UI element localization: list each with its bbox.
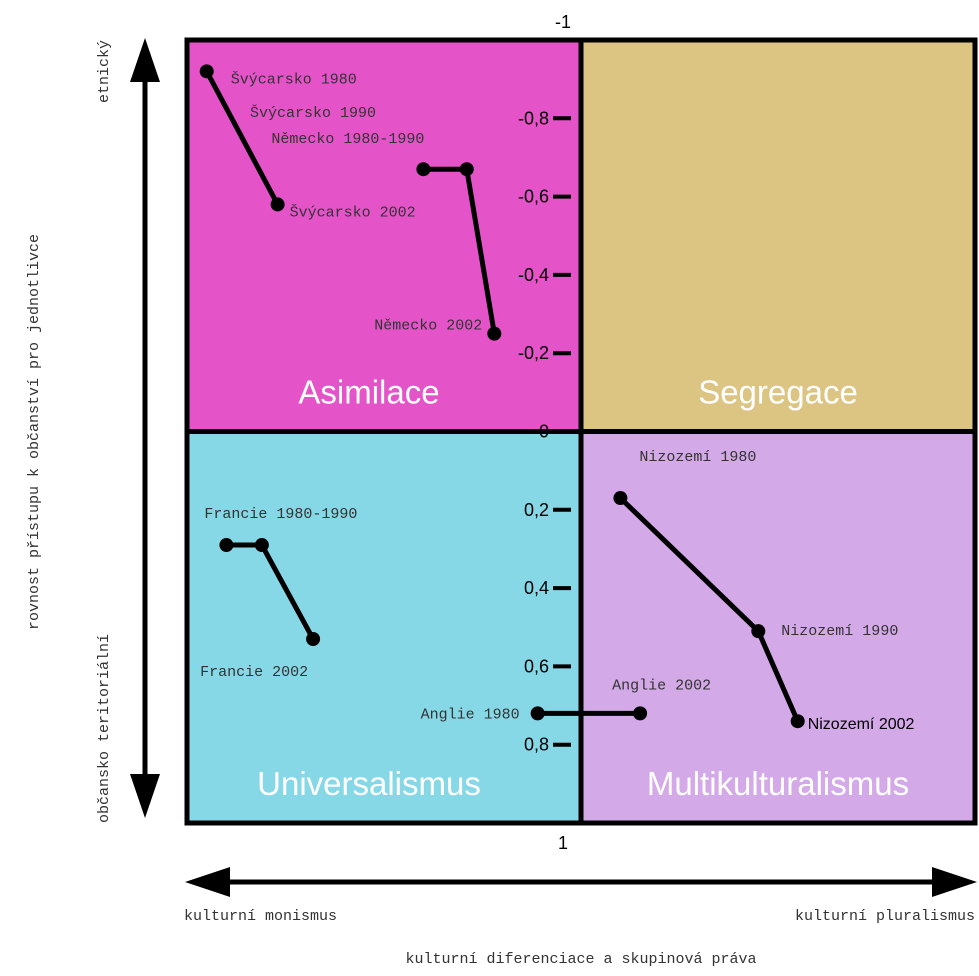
point-label: Nizozemí 2002 (808, 716, 915, 733)
point-label: Francie 1980-1990 (204, 506, 357, 523)
quadrants (187, 40, 975, 823)
point (254, 538, 269, 553)
y-tick-label: -0,4 (518, 265, 549, 285)
point-label: Nizozemí 1990 (781, 623, 898, 640)
quadrant-label: Universalismus (257, 765, 481, 802)
x-label-right: kulturní pluralismus (795, 908, 975, 925)
point (306, 631, 321, 646)
y-tick-label: -0,8 (518, 108, 549, 128)
point-label: Švýcarsko 2002 (290, 203, 416, 221)
y-tick-label: -0,6 (518, 187, 549, 207)
y-tick-label: 0,6 (524, 656, 549, 676)
point (530, 706, 545, 721)
series-line (204, 70, 280, 206)
quadrant-label: Multikulturalismus (647, 765, 909, 802)
point-label: Švýcarsko 1990 (250, 104, 376, 122)
point-label: Švýcarsko 1980 (231, 70, 357, 88)
arrow-head (185, 867, 230, 897)
quadrant-label: Asimilace (298, 374, 439, 411)
point-label: Francie 2002 (200, 664, 308, 681)
point (416, 162, 431, 177)
quadrant (581, 40, 975, 432)
arrow-head (130, 774, 160, 818)
arrow-head (932, 867, 977, 897)
y-tick-label: 0,4 (524, 578, 549, 598)
y-tick-label: 0 (539, 422, 549, 442)
quadrant (581, 431, 975, 823)
point (270, 197, 285, 212)
point-label: Anglie 2002 (612, 677, 711, 694)
y-tick-label: -0,2 (518, 343, 549, 363)
y-tick-label: 0,2 (524, 500, 549, 520)
y-tick-label: 0,8 (524, 735, 549, 755)
quadrant-label: Segregace (698, 374, 858, 411)
point (219, 538, 234, 553)
point (613, 491, 628, 506)
point (459, 162, 474, 177)
y-label-bottom: občansko teritoriální (96, 634, 113, 823)
arrow-head (130, 38, 160, 82)
point (751, 624, 766, 639)
point (199, 64, 214, 79)
y-label-top: etnický (96, 40, 113, 103)
x-label: kulturní diferenciace a skupinová práva (405, 951, 756, 968)
point-label: Nizozemí 1980 (639, 449, 756, 466)
point-label: Německo 2002 (374, 318, 482, 335)
x-label-left: kulturní monismus (184, 908, 337, 925)
point (633, 706, 648, 721)
point-label: Anglie 1980 (421, 706, 520, 723)
point (487, 326, 502, 341)
y-tick-label: 1 (558, 833, 568, 853)
y-tick-label: -1 (555, 12, 571, 32)
point (790, 714, 805, 729)
quadrant (187, 431, 581, 823)
quadrant (187, 40, 581, 432)
point-label: Německo 1980-1990 (271, 131, 424, 148)
y-label: rovnost přístupu k občanství pro jednotl… (26, 234, 43, 630)
